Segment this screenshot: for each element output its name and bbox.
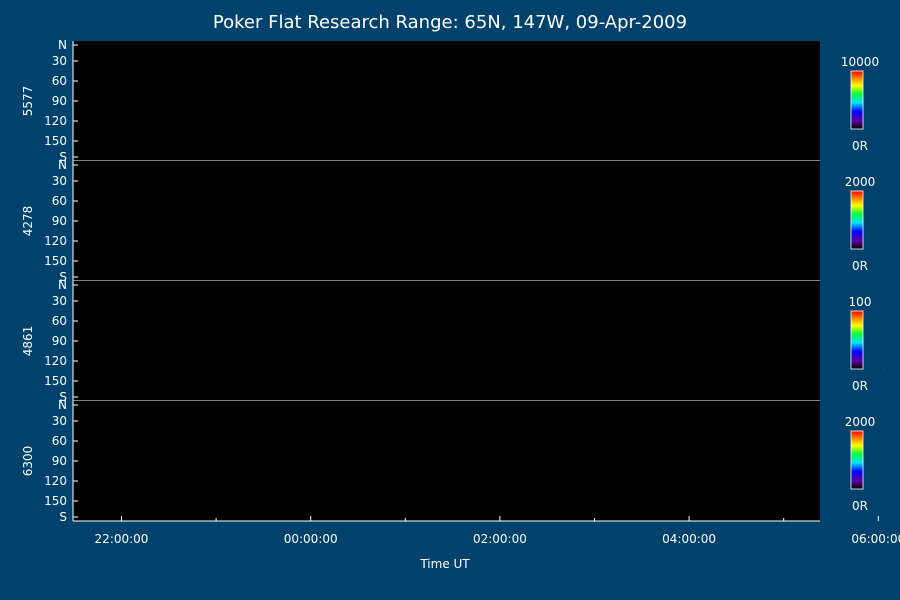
colorbar: 2000 0R [845, 415, 876, 513]
colorbar-max: 2000 [845, 175, 876, 189]
panel-background [73, 281, 820, 401]
colorbar: 2000 0R [845, 175, 876, 273]
y-tick-label: S [59, 270, 67, 284]
y-tick-label: 30 [52, 54, 67, 68]
panel-4861: N 30 60 90 120 150 S 4861 100 0R [21, 278, 896, 404]
colorbar-gradient [850, 190, 864, 250]
panel-label: 5577 [21, 86, 35, 117]
panel-label: 4861 [21, 326, 35, 357]
y-axis: N 30 60 90 120 150 S [44, 38, 78, 164]
panels: N 30 60 90 120 150 S 5577 10000 0R N 30 60 90 120 150 S 4… [21, 38, 896, 524]
x-axis: 22:00:00 00:00:00 02:00:00 04:00:00 06:00:00… [95, 516, 900, 546]
x-axis-label: Time UT [419, 557, 470, 571]
y-tick-label: 150 [44, 134, 67, 148]
panel-label: 4278 [21, 206, 35, 237]
y-tick-label: 150 [44, 374, 67, 388]
x-tick-label: 06:00:00 [851, 532, 900, 546]
y-tick-label: 60 [52, 74, 67, 88]
y-tick-label: 120 [44, 474, 67, 488]
y-tick-label: 150 [44, 254, 67, 268]
chart-title: Poker Flat Research Range: 65N, 147W, 09… [213, 12, 687, 33]
y-tick-label: 60 [52, 314, 67, 328]
y-tick-label: 30 [52, 174, 67, 188]
y-tick-label: 120 [44, 354, 67, 368]
x-tick-label: 04:00:00 [662, 532, 716, 546]
colorbar-min: 0R [852, 259, 868, 273]
y-tick-label: 90 [52, 334, 67, 348]
y-tick-label: 120 [44, 234, 67, 248]
panel-4278: N 30 60 90 120 150 S 4278 2000 0R [21, 158, 876, 284]
x-tick-label: 02:00:00 [473, 532, 527, 546]
y-tick-label: S [59, 150, 67, 164]
y-tick-label: S [59, 510, 67, 524]
y-tick-label: 150 [44, 494, 67, 508]
colorbar-gradient [850, 310, 864, 370]
colorbar-gradient [850, 70, 864, 130]
y-tick-label: N [58, 38, 67, 52]
colorbar-min: 0R [852, 499, 868, 513]
colorbar-gradient [850, 430, 864, 490]
colorbar-min: 0R [852, 139, 868, 153]
colorbar-max: 100 [849, 295, 872, 309]
panel-background [73, 161, 820, 281]
y-tick-label: 90 [52, 94, 67, 108]
y-tick-label: S [59, 390, 67, 404]
colorbar: 10000 0R [841, 55, 879, 153]
colorbar: 100 0R [849, 295, 872, 393]
panel-label: 6300 [21, 446, 35, 477]
panel-data [856, 296, 896, 371]
panel-5577: N 30 60 90 120 150 S 5577 10000 0R [21, 38, 879, 164]
panel-background [73, 401, 820, 521]
y-tick-label: 90 [52, 454, 67, 468]
y-tick-label: 60 [52, 194, 67, 208]
y-axis: N 30 60 90 120 150 S [44, 278, 78, 404]
y-axis: N 30 60 90 120 150 S [44, 398, 78, 524]
y-tick-label: 30 [52, 414, 67, 428]
y-axis: N 30 60 90 120 150 S [44, 158, 78, 284]
y-tick-label: 90 [52, 214, 67, 228]
x-tick-label: 22:00:00 [95, 532, 149, 546]
y-tick-label: 120 [44, 114, 67, 128]
colorbar-max: 10000 [841, 55, 879, 69]
y-tick-label: 30 [52, 294, 67, 308]
y-tick-label: N [58, 158, 67, 172]
panel-6300: N 30 60 90 120 150 S 6300 2000 0R [21, 398, 876, 524]
colorbar-min: 0R [852, 379, 868, 393]
y-tick-label: N [58, 398, 67, 412]
y-tick-label: 60 [52, 434, 67, 448]
x-tick-label: 00:00:00 [284, 532, 338, 546]
y-tick-label: N [58, 278, 67, 292]
colorbar-max: 2000 [845, 415, 876, 429]
panel-background [73, 41, 820, 161]
